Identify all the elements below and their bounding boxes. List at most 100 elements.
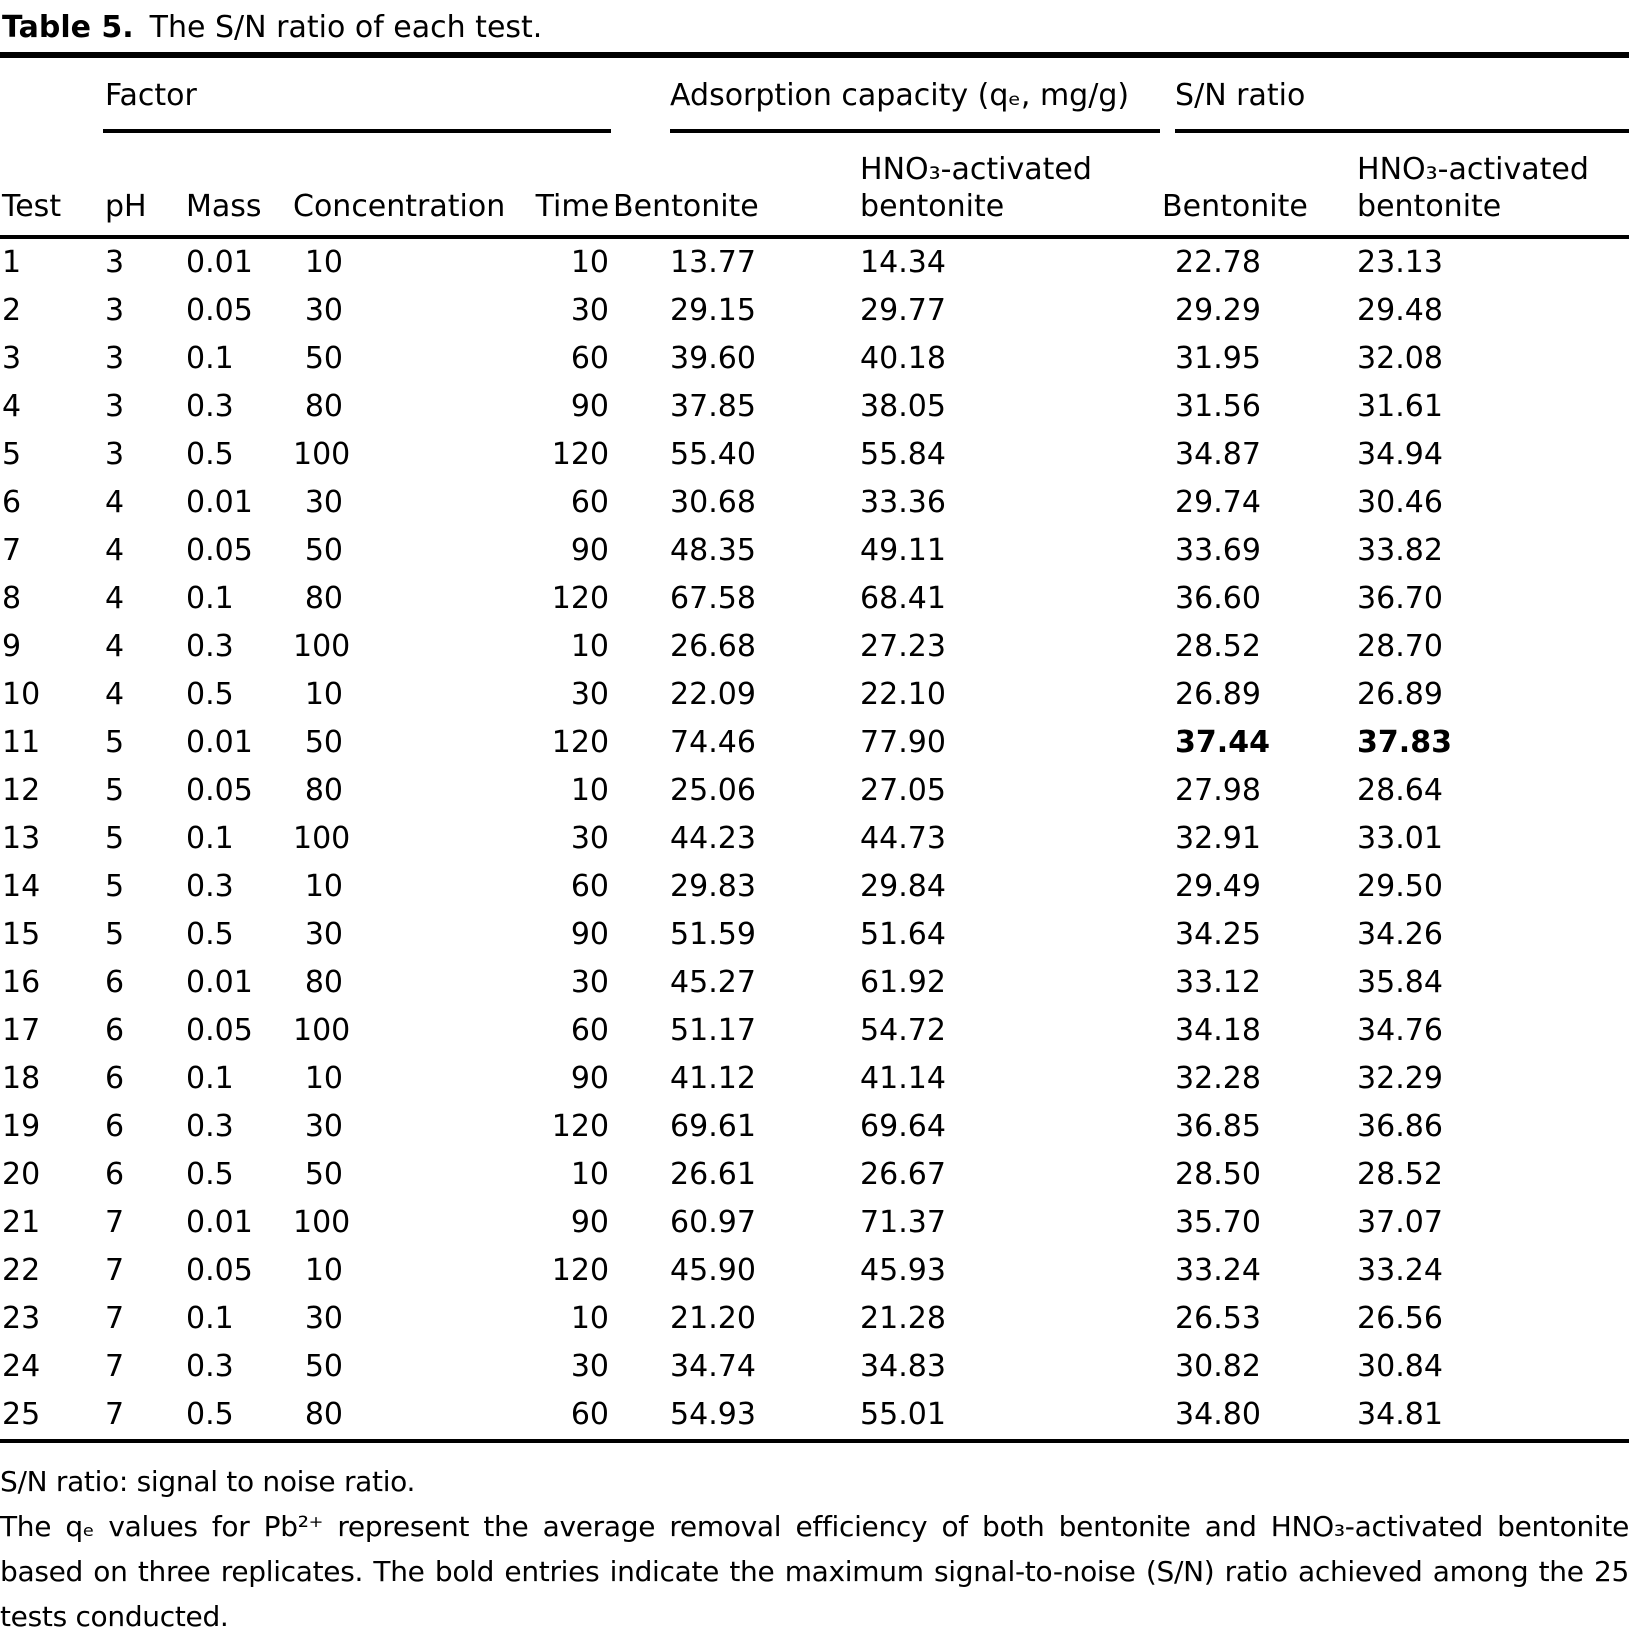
cell-sn-hno3-bentonite: 37.83 [1357, 725, 1452, 760]
cell-sn-bentonite: 27.98 [1175, 773, 1261, 808]
cell-time: 30 [570, 677, 610, 712]
table-row: 19 6 0.3 30 120 69.61 69.64 36.85 36.86 [0, 1103, 1629, 1151]
footnote-sn-definition: S/N ratio: signal to noise ratio. [0, 1465, 416, 1498]
cell-test: 21 [2, 1205, 41, 1240]
cell-mass: 0.3 [186, 869, 234, 904]
cell-sn-bentonite: 29.74 [1175, 485, 1261, 520]
table-row: 6 4 0.01 30 60 30.68 33.36 29.74 30.46 [0, 479, 1629, 527]
cell-sn-hno3-bentonite: 32.29 [1357, 1061, 1443, 1096]
cell-mass: 0.5 [186, 677, 234, 712]
table-row: 23 7 0.1 30 10 21.20 21.28 26.53 26.56 [0, 1295, 1629, 1343]
cell-concentration: 10 [304, 677, 343, 712]
cell-qe-bentonite: 25.06 [670, 773, 756, 808]
cell-sn-bentonite: 36.60 [1175, 581, 1261, 616]
cell-qe-hno3-bentonite: 55.84 [860, 437, 946, 472]
cell-qe-hno3-bentonite: 38.05 [860, 389, 946, 424]
cell-concentration: 50 [304, 533, 343, 568]
cell-time: 90 [570, 1061, 610, 1096]
cell-qe-hno3-bentonite: 69.64 [860, 1109, 946, 1144]
group-header-sn-ratio-label: S/N ratio [1175, 64, 1629, 133]
group-header-row: Factor Adsorption capacity (qₑ, mg/g) S/… [0, 52, 1629, 133]
cell-qe-hno3-bentonite: 29.77 [860, 293, 946, 328]
cell-time: 60 [345, 1391, 612, 1443]
cell-test: 10 [2, 677, 41, 712]
table-row: 20 6 0.5 50 10 26.61 26.67 28.50 28.52 [0, 1151, 1629, 1199]
cell-sn-bentonite: 37.44 [1175, 725, 1270, 760]
cell-sn-bentonite: 28.50 [1175, 1157, 1261, 1192]
table-row: 24 7 0.3 50 30 34.74 34.83 30.82 30.84 [0, 1343, 1629, 1391]
cell-concentration: 80 [291, 1391, 345, 1443]
table-row: 18 6 0.1 10 90 41.12 41.14 32.28 32.29 [0, 1055, 1629, 1103]
cell-sn-hno3-bentonite: 32.08 [1357, 341, 1443, 376]
cell-qe-bentonite: 69.61 [670, 1109, 756, 1144]
cell-sn-hno3-bentonite: 36.70 [1357, 581, 1443, 616]
cell-time: 120 [551, 725, 610, 760]
cell-sn-bentonite: 35.70 [1175, 1205, 1261, 1240]
cell-qe-hno3-bentonite: 61.92 [860, 965, 946, 1000]
cell-concentration: 80 [304, 773, 343, 808]
cell-concentration: 10 [304, 245, 343, 280]
cell-time: 10 [570, 629, 610, 664]
cell-sn-hno3-bentonite: 29.50 [1357, 869, 1443, 904]
cell-time: 60 [570, 485, 610, 520]
cell-mass: 0.1 [186, 341, 234, 376]
cell-ph: 7 [105, 1253, 125, 1288]
cell-time: 120 [551, 581, 610, 616]
cell-mass: 0.5 [186, 917, 234, 952]
cell-sn-hno3-bentonite: 34.76 [1357, 1013, 1443, 1048]
cell-qe-bentonite: 54.93 [611, 1391, 859, 1443]
cell-mass: 0.01 [186, 1205, 253, 1240]
column-header-qe-bentonite: Bentonite [611, 133, 859, 239]
cell-sn-hno3-bentonite: 30.84 [1357, 1349, 1443, 1384]
cell-test: 1 [2, 245, 22, 280]
cell-ph: 4 [105, 677, 125, 712]
cell-concentration: 100 [293, 821, 351, 856]
cell-test: 4 [2, 389, 22, 424]
cell-sn-bentonite: 32.91 [1175, 821, 1261, 856]
cell-test: 13 [2, 821, 41, 856]
cell-sn-hno3-bentonite: 28.70 [1357, 629, 1443, 664]
cell-sn-bentonite: 33.12 [1175, 965, 1261, 1000]
cell-sn-hno3-bentonite: 33.82 [1357, 533, 1443, 568]
cell-sn-hno3-bentonite: 34.81 [1355, 1391, 1629, 1443]
cell-qe-hno3-bentonite: 68.41 [860, 581, 946, 616]
cell-sn-bentonite: 29.29 [1175, 293, 1261, 328]
cell-mass: 0.05 [186, 533, 253, 568]
cell-qe-bentonite: 29.15 [670, 293, 756, 328]
cell-ph: 5 [105, 725, 125, 760]
column-header-mass: Mass [184, 133, 291, 239]
cell-concentration: 80 [304, 965, 343, 1000]
table-row: 21 7 0.01 100 90 60.97 71.37 35.70 37.07 [0, 1199, 1629, 1247]
cell-sn-bentonite: 32.28 [1175, 1061, 1261, 1096]
column-header-concentration: Concentration [291, 133, 505, 239]
column-header-time: Time [345, 133, 612, 239]
cell-qe-bentonite: 22.09 [670, 677, 756, 712]
group-header-factor-label: Factor [103, 64, 612, 133]
cell-concentration: 30 [304, 293, 343, 328]
group-header-adsorption: Adsorption capacity (qₑ, mg/g) [611, 52, 1161, 133]
cell-ph: 7 [103, 1391, 184, 1443]
cell-ph: 6 [105, 1061, 125, 1096]
cell-test: 6 [2, 485, 22, 520]
cell-ph: 5 [105, 869, 125, 904]
table-row: 13 5 0.1 100 30 44.23 44.73 32.91 33.01 [0, 815, 1629, 863]
cell-concentration: 30 [304, 485, 343, 520]
column-header-sn-hno3-bentonite: HNO₃-activated bentonite [1355, 133, 1629, 239]
cell-time: 90 [570, 1205, 610, 1240]
column-header-ph: pH [103, 133, 184, 239]
cell-mass: 0.1 [186, 1061, 234, 1096]
cell-sn-hno3-bentonite: 31.61 [1357, 389, 1443, 424]
cell-concentration: 80 [304, 581, 343, 616]
cell-test: 20 [2, 1157, 41, 1192]
cell-mass: 0.1 [186, 581, 234, 616]
cell-time: 10 [570, 1301, 610, 1336]
cell-time: 120 [551, 1253, 610, 1288]
cell-concentration: 50 [304, 1349, 343, 1384]
cell-ph: 3 [105, 389, 125, 424]
cell-ph: 3 [105, 245, 125, 280]
cell-concentration: 50 [304, 341, 343, 376]
cell-sn-bentonite: 29.49 [1175, 869, 1261, 904]
cell-ph: 6 [105, 1157, 125, 1192]
cell-time: 120 [551, 437, 610, 472]
cell-concentration: 100 [293, 1013, 351, 1048]
